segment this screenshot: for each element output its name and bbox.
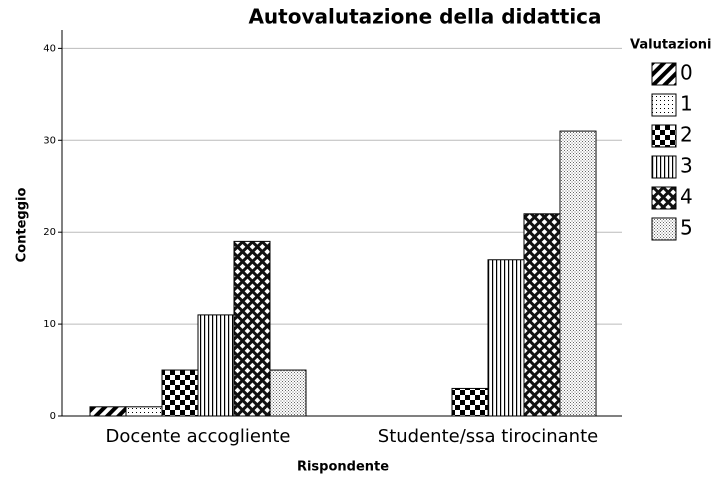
bar xyxy=(89,406,127,417)
bar xyxy=(161,369,199,417)
legend-label: 1 xyxy=(680,92,693,116)
legend-label: 2 xyxy=(680,123,693,147)
y-tick-label: 30 xyxy=(43,135,56,146)
bar xyxy=(523,213,561,417)
legend-label: 5 xyxy=(680,216,693,240)
y-axis-label: Conteggio xyxy=(15,188,30,263)
x-tick-label: Docente accogliente xyxy=(106,426,291,447)
bar xyxy=(125,406,163,417)
legend-swatch xyxy=(651,186,677,210)
legend-swatch xyxy=(651,217,677,241)
y-tick-label: 40 xyxy=(43,43,56,54)
legend-swatch xyxy=(651,93,677,117)
x-tick-label: Studente/ssa tirocinante xyxy=(378,426,598,447)
bar xyxy=(451,387,489,417)
legend-title: Valutazioni xyxy=(630,38,712,53)
bar xyxy=(269,369,307,417)
chart-title: Autovalutazione della didattica xyxy=(248,5,601,29)
y-tick-label: 20 xyxy=(43,227,56,238)
bar xyxy=(487,259,525,417)
y-tick-label: 10 xyxy=(43,319,56,330)
bar xyxy=(197,314,235,417)
legend-label: 4 xyxy=(680,185,693,209)
bar xyxy=(233,240,271,417)
legend-swatch xyxy=(651,124,677,148)
legend-label: 3 xyxy=(680,154,693,178)
x-axis-label: Rispondente xyxy=(297,460,389,475)
bar xyxy=(559,130,597,417)
legend-label: 0 xyxy=(680,61,693,85)
legend-swatch xyxy=(651,155,677,179)
y-tick-label: 0 xyxy=(50,411,56,422)
legend-swatch xyxy=(651,62,677,86)
